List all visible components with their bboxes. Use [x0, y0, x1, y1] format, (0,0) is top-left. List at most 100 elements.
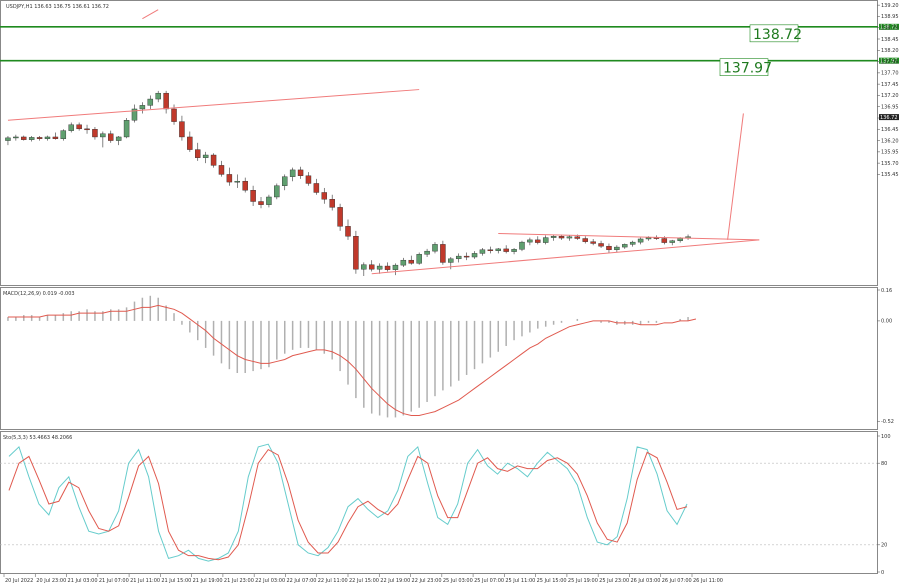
time-axis-tick-label: 25 Jul 15:00	[537, 578, 567, 584]
candle-body	[345, 226, 351, 237]
candle-body	[606, 245, 612, 250]
macd-axis-tick-label: 0.00	[881, 319, 892, 325]
stoch-axis-tick-label: 100	[881, 434, 891, 440]
candle-body	[242, 180, 248, 191]
time-axis-tick-label: 21 Jul 19:00	[193, 578, 223, 584]
price-axis-tick-label: 136.20	[881, 138, 899, 144]
candle-body	[274, 185, 280, 198]
time-axis-tick-label: 21 Jul 15:00	[161, 578, 191, 584]
candle-body	[400, 259, 407, 266]
trend-line	[7, 89, 420, 121]
price-axis-tick-label: 136.45	[881, 127, 899, 133]
last-price-tag	[879, 114, 899, 121]
price-axis-tick-label: 138.45	[881, 37, 899, 43]
candle-body	[637, 238, 644, 243]
candle-body	[376, 265, 383, 270]
candle-body	[440, 244, 446, 263]
candle-body	[550, 236, 557, 238]
candle-body	[503, 248, 509, 252]
candle-body	[487, 249, 494, 251]
trend-line	[498, 233, 760, 241]
candle-body	[455, 255, 462, 260]
candle-body	[361, 264, 367, 270]
candle-body	[542, 237, 549, 243]
candle-body	[68, 124, 74, 131]
time-axis-tick-label: 22 Jul 07:00	[286, 578, 316, 584]
time-axis-tick-label: 21 Jul 11:00	[130, 578, 160, 584]
stoch-panel	[0, 431, 878, 574]
candle-body	[582, 238, 588, 242]
candle-body	[76, 124, 82, 130]
time-axis-tick-label: 22 Jul 03:00	[255, 578, 285, 584]
time-axis-tick-label: 21 Jul 07:00	[99, 578, 129, 584]
price-axis-tick-label: 137.45	[881, 82, 899, 88]
time-axis-tick-label: 25 Jul 07:00	[474, 578, 504, 584]
price-axis-tick-label: 137.70	[881, 71, 899, 77]
candle-body	[645, 237, 652, 240]
candle-body	[590, 241, 596, 244]
time-axis-tick-label: 25 Jul 11:00	[505, 578, 535, 584]
candle-body	[535, 239, 541, 243]
candle-body	[329, 199, 335, 208]
candle-body	[527, 239, 533, 243]
candle-body	[13, 136, 19, 139]
price-panel-title: USDJPY,H1 136.63 136.75 136.61 136.72	[6, 4, 109, 10]
price-axis-tick-label: 135.95	[881, 150, 899, 156]
time-axis-tick-label: 26 Jul 11:00	[693, 578, 723, 584]
candle-body	[471, 253, 478, 258]
stoch-main-line	[8, 443, 688, 562]
price-axis-tick-label: 135.70	[881, 161, 899, 167]
candle-body	[187, 136, 193, 150]
candle-body	[131, 108, 138, 121]
stoch-signal-line	[8, 448, 688, 561]
candle-body	[60, 130, 67, 139]
candle-body	[495, 248, 501, 251]
candle-body	[337, 207, 343, 227]
level-label: 137.97	[723, 61, 772, 77]
candle-body	[21, 136, 27, 140]
stoch-panel-title: Sto(5,3,3) 53.4663 48.2066	[3, 435, 72, 441]
level-axis-tag-label: 138.72	[880, 25, 898, 31]
macd-axis-tick-label: -0.52	[881, 419, 894, 425]
price-axis-tick-label: 136.95	[881, 105, 899, 111]
candle-body	[163, 92, 169, 110]
macd-signal-line	[7, 304, 697, 416]
candle-body	[147, 98, 154, 106]
time-axis-tick-label: 22 Jul 23:00	[412, 578, 442, 584]
candle-body	[92, 129, 98, 138]
candle-body	[28, 137, 35, 140]
candle-body	[448, 258, 454, 263]
macd-layer	[7, 295, 697, 418]
candle-body	[463, 255, 470, 258]
candle-body	[44, 136, 51, 139]
trend-line	[727, 113, 744, 240]
price-axis-tick-label: 138.20	[881, 48, 899, 54]
candle-body	[661, 238, 668, 243]
time-axis-tick-label: 25 Jul 03:00	[443, 578, 473, 584]
stoch-axis-tick-label: 80	[881, 461, 887, 467]
candle-body	[558, 236, 565, 239]
candle-body	[511, 249, 517, 252]
candle-body	[622, 244, 628, 248]
time-axis-tick-label: 22 Jul 11:00	[318, 578, 348, 584]
candle-body	[115, 136, 122, 141]
stoch-axis-tick-label: 20	[881, 543, 887, 549]
candle-body	[519, 241, 525, 250]
price-panel	[0, 0, 878, 286]
candle-body	[266, 196, 272, 205]
candle-body	[108, 133, 114, 141]
level-label-box	[719, 58, 769, 76]
level-label-box	[749, 24, 799, 43]
trend-line	[371, 239, 760, 275]
time-axis-tick-label: 21 Jul 03:00	[68, 578, 98, 584]
candle-body	[100, 133, 106, 138]
price-axis-tick-label: 137.20	[881, 93, 899, 99]
candle-body	[566, 236, 573, 239]
macd-axis-tick-label: 0.16	[881, 288, 892, 294]
candle-body	[139, 105, 146, 110]
price-axis-tick-label: 139.20	[881, 3, 899, 9]
candle-body	[210, 154, 217, 166]
candle-body	[5, 137, 11, 141]
level-axis-tag	[879, 57, 899, 64]
